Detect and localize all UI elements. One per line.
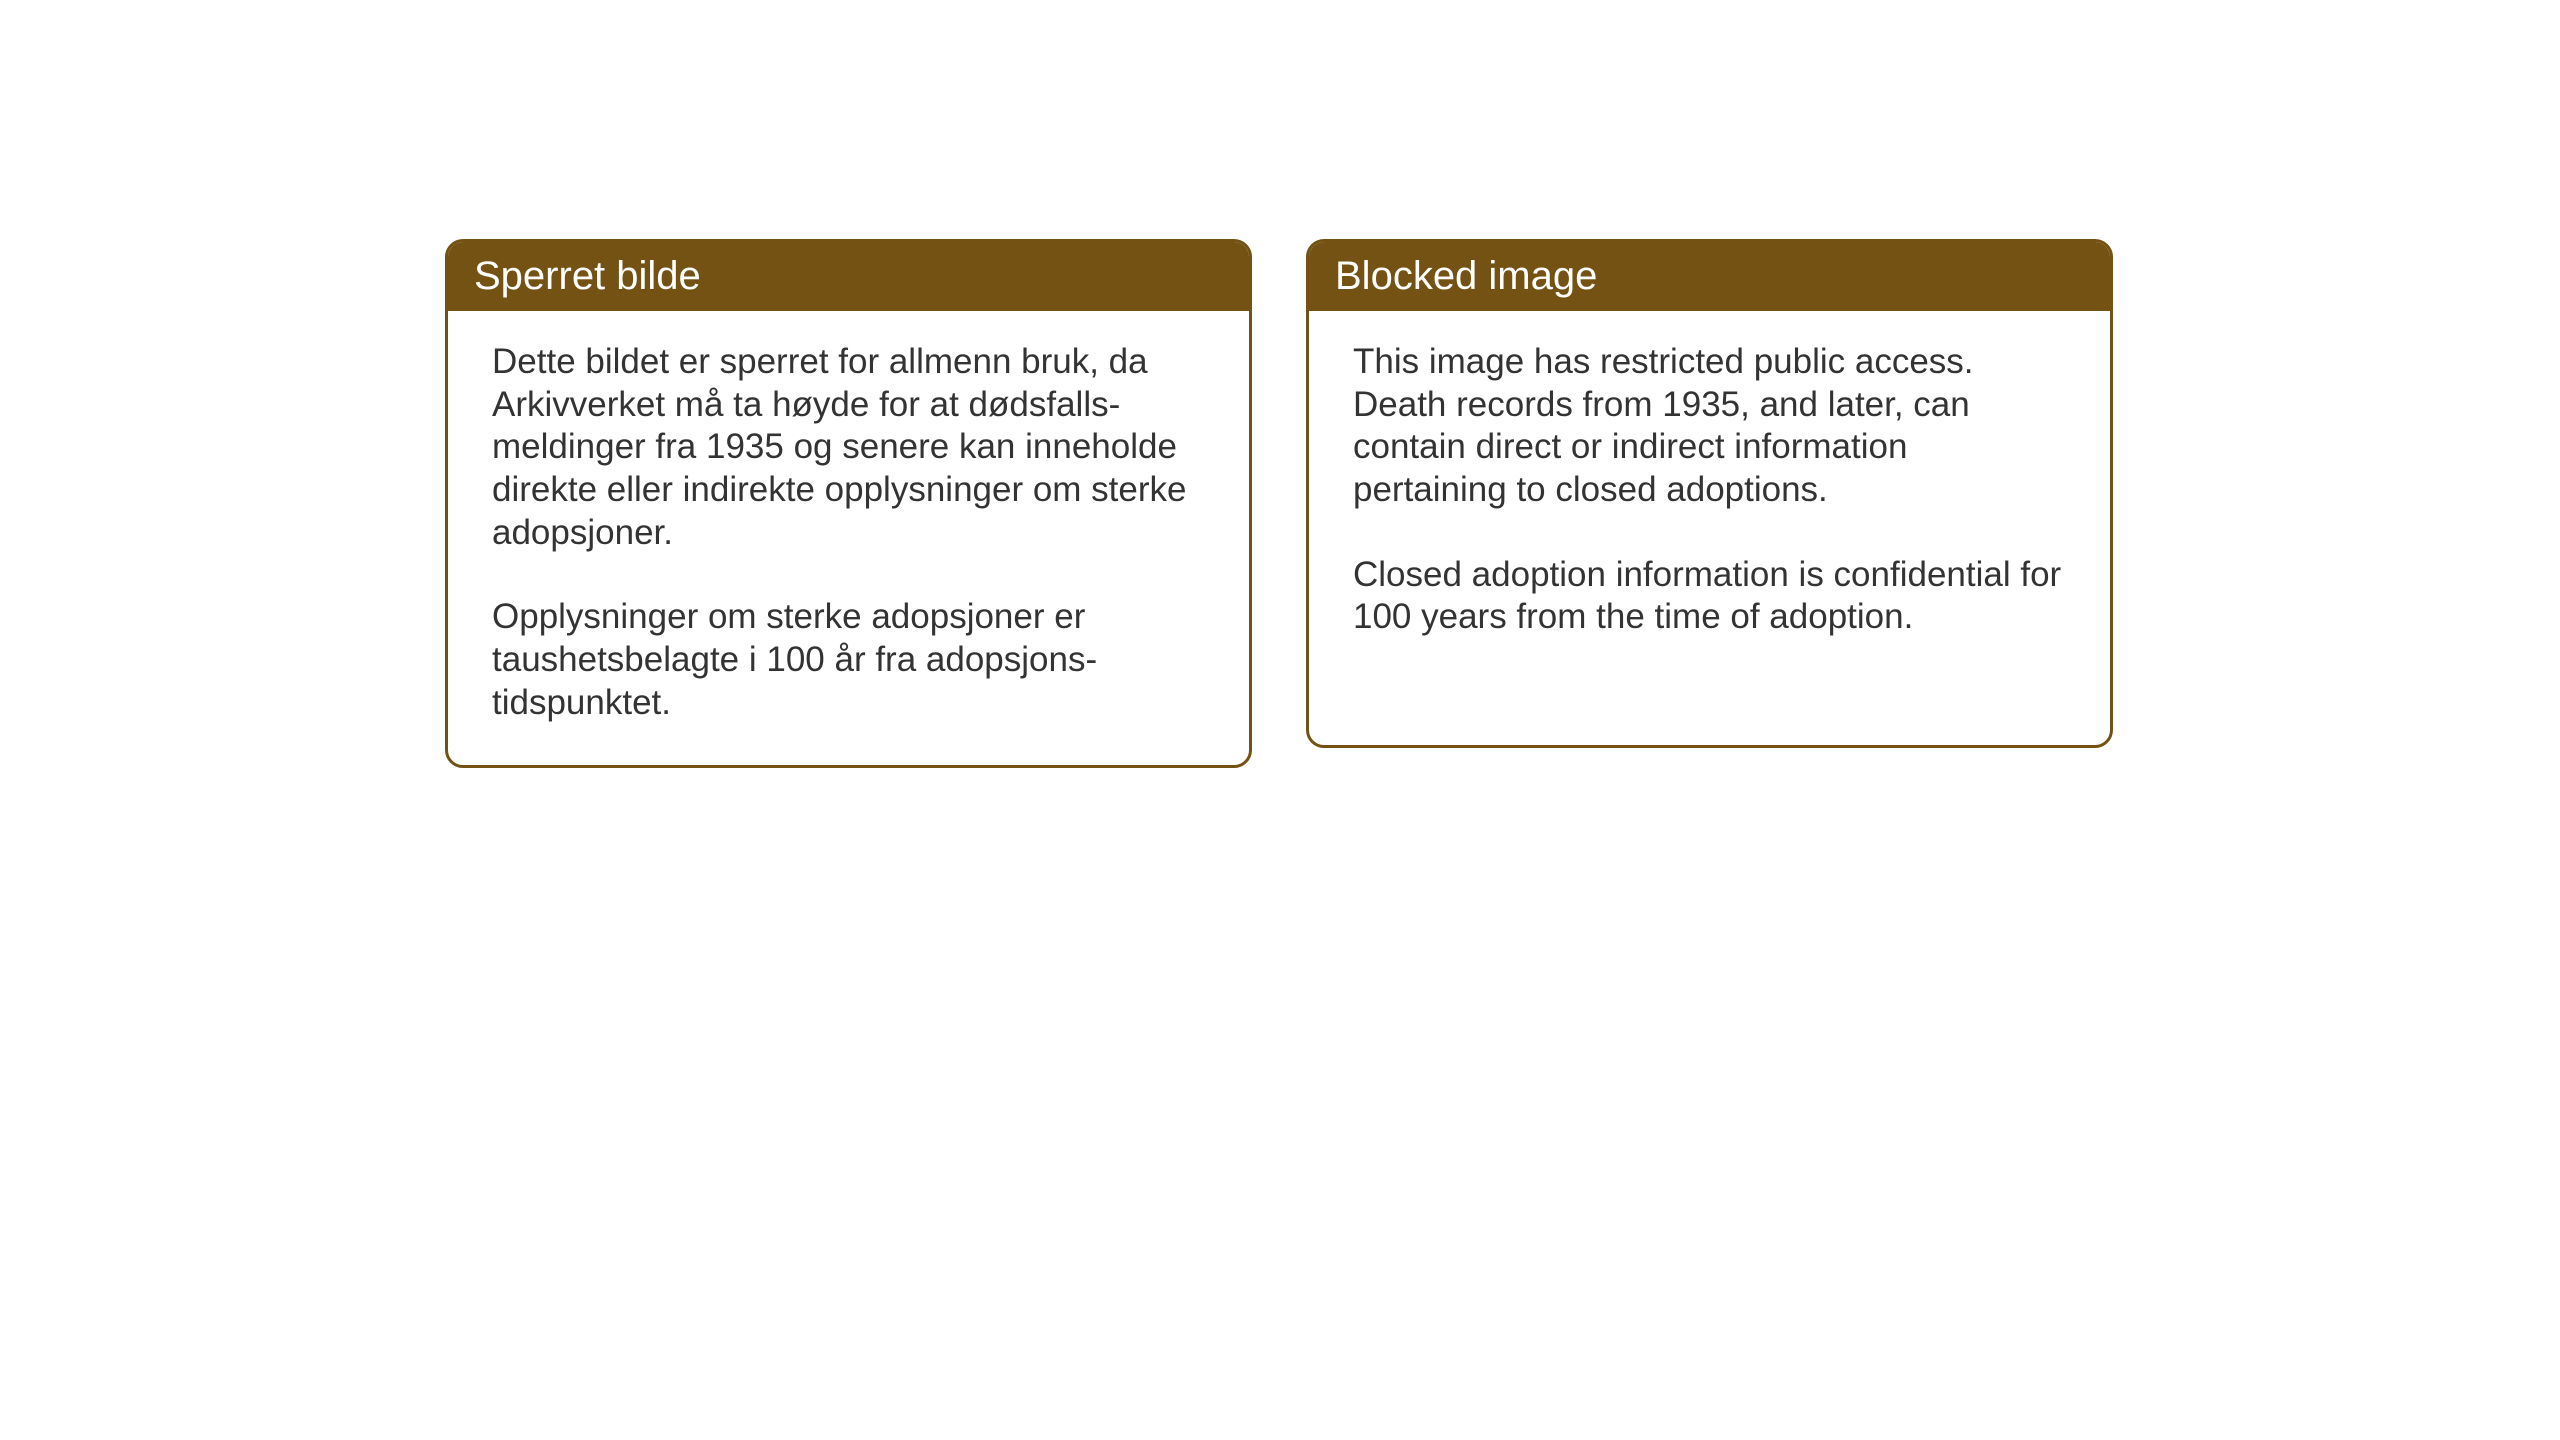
card-norwegian-paragraph-1: Dette bildet er sperret for allmenn bruk… (492, 341, 1205, 554)
card-norwegian-header: Sperret bilde (448, 242, 1249, 311)
card-english-title: Blocked image (1335, 254, 1597, 298)
cards-container: Sperret bilde Dette bildet er sperret fo… (445, 239, 2113, 768)
card-norwegian-paragraph-2: Opplysninger om sterke adopsjoner er tau… (492, 596, 1205, 724)
card-norwegian-body: Dette bildet er sperret for allmenn bruk… (448, 311, 1249, 765)
card-english: Blocked image This image has restricted … (1306, 239, 2113, 748)
card-english-body: This image has restricted public access.… (1309, 311, 2110, 679)
card-english-header: Blocked image (1309, 242, 2110, 311)
card-norwegian: Sperret bilde Dette bildet er sperret fo… (445, 239, 1252, 768)
card-english-paragraph-1: This image has restricted public access.… (1353, 341, 2066, 512)
card-english-paragraph-2: Closed adoption information is confident… (1353, 554, 2066, 639)
card-norwegian-title: Sperret bilde (474, 254, 701, 298)
